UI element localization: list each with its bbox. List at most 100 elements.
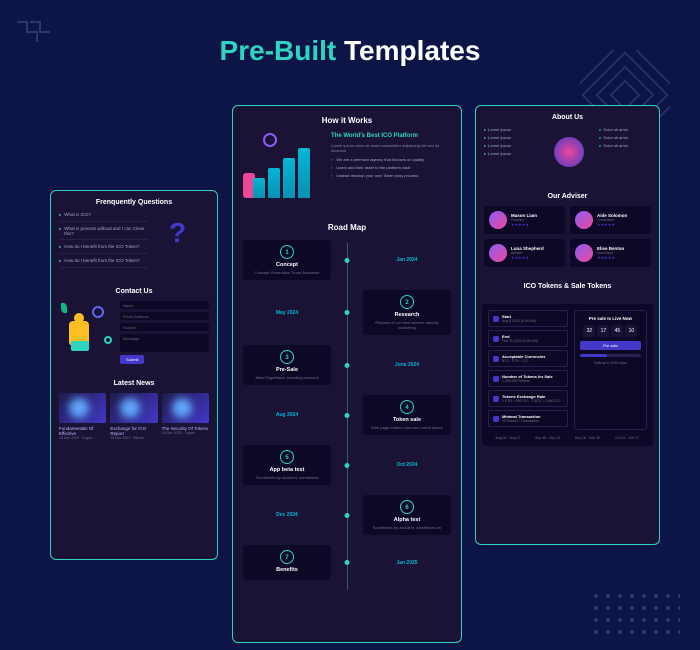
bg-dots xyxy=(590,590,680,640)
message-input[interactable]: Message xyxy=(120,334,209,352)
hiw-heading: How it Works xyxy=(243,116,451,125)
rating-stars: ★★★★★ xyxy=(511,255,560,260)
email-input[interactable]: Email Address xyxy=(120,312,209,320)
news-card[interactable]: Exchange for ICO Report 19 Dec 2023 · Bi… xyxy=(110,393,157,440)
template-right[interactable]: About Us Lorem ipsum Lorem ipsum Lorem i… xyxy=(475,105,660,545)
timeline-item: Aug 02 - Aug 07 xyxy=(488,436,528,440)
roadmap-row: 5 App beta test Sometimes by accident, s… xyxy=(243,445,451,485)
hiw-desc: Lorem ipsum dolor sit amet consectetur a… xyxy=(331,143,451,153)
about-item: Dolor sit amet xyxy=(599,127,651,132)
roadmap-date: Dec 2024 xyxy=(243,512,331,518)
presale-box: Pre sale Is Live Now 32 17 45 10 Pre sal… xyxy=(574,310,647,430)
roadmap-step-desc: Concept Generation Team Assemble xyxy=(248,270,326,275)
roadmap-step-number: 1 xyxy=(280,245,294,259)
timeline-item: Sep 16 - Sep 30 xyxy=(568,436,608,440)
avatar xyxy=(489,211,507,229)
roadmap-date: Oct 2024 xyxy=(363,462,451,468)
news-heading: Latest News xyxy=(59,380,209,387)
submit-button[interactable]: Submit xyxy=(120,355,144,364)
faq-item[interactable]: How do I benefit from the ICO Token? xyxy=(59,258,148,268)
roadmap-card[interactable]: 5 App beta test Sometimes by accident, s… xyxy=(243,445,331,485)
template-left[interactable]: Frenquently Questions What is ICO? What … xyxy=(50,190,218,560)
contact-illustration xyxy=(59,301,114,356)
roadmap-row: Dec 2024 6 Alpha test Sometimes by accid… xyxy=(243,495,451,535)
leaf-icon xyxy=(61,303,67,313)
roadmap-card[interactable]: 7 Benefits xyxy=(243,545,331,580)
token-row-value: BTC · ETH · LTC xyxy=(502,359,545,363)
roadmap-card[interactable]: 1 Concept Concept Generation Team Assemb… xyxy=(243,240,331,280)
chart-bar xyxy=(253,178,265,198)
news-date: 18 Dec 2023 · Crypto xyxy=(59,436,106,440)
faq-section: Frenquently Questions What is ICO? What … xyxy=(51,191,217,280)
timeline-item: Oct 01 - Oct 17 xyxy=(607,436,647,440)
roadmap-card[interactable]: 6 Alpha test Sometimes by accident, some… xyxy=(363,495,451,535)
news-image xyxy=(110,393,157,423)
token-row-value: Feb 10 2024 (9:00 AM) xyxy=(502,339,538,343)
roadmap-step-number: 3 xyxy=(280,350,294,364)
roadmap-row: 3 Pre-Sale Alice PageMaker including ver… xyxy=(243,345,451,385)
token-row-icon xyxy=(493,396,499,402)
roadmap-card[interactable]: 4 Token sale Web page editors now use Lo… xyxy=(363,395,451,435)
news-card[interactable]: The Security Of Tokens 20 Dec 2023 · Cry… xyxy=(162,393,209,440)
news-image xyxy=(59,393,106,423)
roadmap-step-title: Research xyxy=(368,312,446,318)
adviser-card[interactable]: Elise Benton Developer ★★★★★ xyxy=(570,239,651,267)
faq-heading: Frenquently Questions xyxy=(59,199,209,206)
about-item: Lorem ipsum xyxy=(484,143,536,148)
roadmap-step-desc: Web page editors now use Lorem Ipsum xyxy=(368,425,446,430)
token-row-value: Aug 8 2024 (9:00 AM) xyxy=(502,319,536,323)
roadmap-dot xyxy=(345,310,350,315)
countdown-secs: 10 xyxy=(625,325,637,337)
progress-bar xyxy=(580,354,641,357)
subject-input[interactable]: Subject xyxy=(120,323,209,331)
roadmap-step-number: 6 xyxy=(400,500,414,514)
gear-icon xyxy=(263,133,277,147)
laptop-icon xyxy=(71,341,89,351)
adviser-card[interactable]: Luna Shepherd Adviser ★★★★★ xyxy=(484,239,565,267)
roadmap-row: 1 Concept Concept Generation Team Assemb… xyxy=(243,240,451,280)
roadmap-section: Road Map 1 Concept Concept Generation Te… xyxy=(233,213,461,600)
token-info-row: Acceptable Currencies BTC · ETH · LTC xyxy=(488,350,568,367)
how-it-works-section: How it Works The World's Best ICO Platfo… xyxy=(233,106,461,213)
about-item: Dolor sit amet xyxy=(599,143,651,148)
roadmap-step-number: 7 xyxy=(280,550,294,564)
page-title: Pre-Built Templates xyxy=(0,35,700,67)
token-row-value: 1,000,000 Tokens xyxy=(502,379,553,383)
about-item: Lorem ipsum xyxy=(484,127,536,132)
roadmap-step-title: Token sale xyxy=(368,417,446,423)
news-section: Latest News Fundamentals Of Effective 18… xyxy=(51,372,217,448)
faq-item[interactable]: How do I benefit from the ICO Token? xyxy=(59,244,148,254)
adviser-card[interactable]: Mason Liam Founder ★★★★★ xyxy=(484,206,565,234)
faq-item[interactable]: What is process without and I can Close … xyxy=(59,226,148,240)
roadmap-dot xyxy=(345,513,350,518)
roadmap-card[interactable]: 2 Research Release of our best internet … xyxy=(363,290,451,335)
countdown-days: 32 xyxy=(583,325,595,337)
faq-item[interactable]: What is ICO? xyxy=(59,212,148,222)
news-card[interactable]: Fundamentals Of Effective 18 Dec 2023 · … xyxy=(59,393,106,440)
rating-stars: ★★★★★ xyxy=(597,222,646,227)
rating-stars: ★★★★★ xyxy=(511,222,560,227)
token-row-icon xyxy=(493,416,499,422)
presale-button[interactable]: Pre sale xyxy=(580,341,641,350)
about-section: About Us Lorem ipsum Lorem ipsum Lorem i… xyxy=(476,106,659,185)
chart-bar xyxy=(268,168,280,198)
token-info-row: Minimal Transaction 10 Tokens / Transact… xyxy=(488,410,568,427)
template-center[interactable]: How it Works The World's Best ICO Platfo… xyxy=(232,105,462,643)
roadmap-step-title: Benefits xyxy=(248,567,326,573)
token-timeline: Aug 02 - Aug 07 Sep 08 - Sep 15 Sep 16 -… xyxy=(488,436,647,440)
token-heading: ICO Tokens & Sale Tokens xyxy=(484,283,651,290)
roadmap-step-title: App beta test xyxy=(248,467,326,473)
gear-icon xyxy=(104,336,112,344)
timeline-item: Sep 08 - Sep 15 xyxy=(528,436,568,440)
name-input[interactable]: Name xyxy=(120,301,209,309)
roadmap-dot xyxy=(345,560,350,565)
roadmap-dot xyxy=(345,363,350,368)
countdown: 32 17 45 10 xyxy=(580,325,641,337)
contact-heading: Contact Us xyxy=(59,288,209,295)
news-title: Exchange for ICO Report xyxy=(110,426,157,436)
hiw-point: Users add their asset to the platform va… xyxy=(331,165,451,170)
token-panel: Start Aug 8 2024 (9:00 AM) End Feb 10 20… xyxy=(482,304,653,446)
roadmap-card[interactable]: 3 Pre-Sale Alice PageMaker including ver… xyxy=(243,345,331,385)
avatar xyxy=(575,244,593,262)
adviser-card[interactable]: Aide Solomon Consultant ★★★★★ xyxy=(570,206,651,234)
